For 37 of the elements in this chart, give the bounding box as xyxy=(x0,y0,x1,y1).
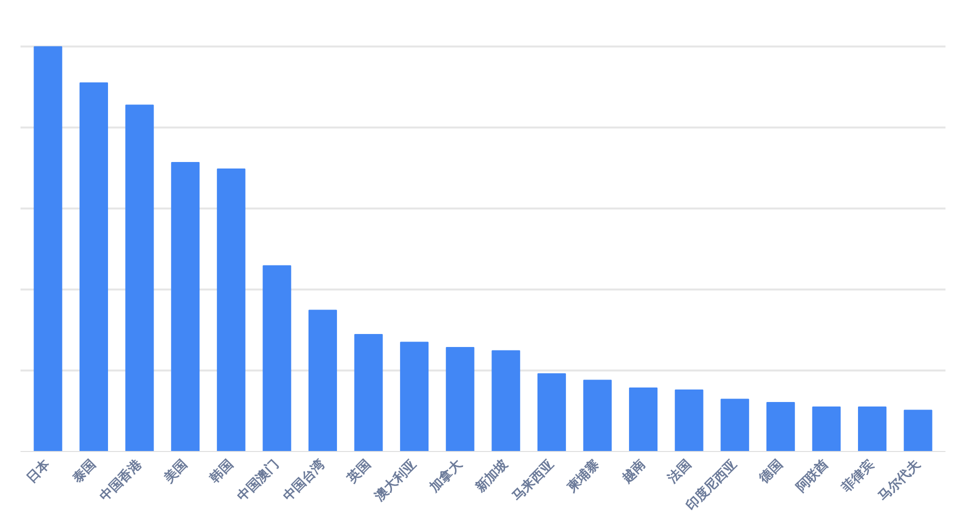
x-tick-label: 柬埔寨 xyxy=(563,456,603,496)
x-tick-label: 法国 xyxy=(664,457,694,487)
bar xyxy=(537,373,566,452)
x-tick-label: 韩国 xyxy=(206,457,236,487)
x-tick-label: 泰国 xyxy=(69,457,100,487)
x-tick-label: 新加坡 xyxy=(472,456,512,496)
bar xyxy=(812,406,841,452)
x-tick-label: 中国台湾 xyxy=(280,456,328,505)
bar xyxy=(674,389,704,452)
bar xyxy=(720,398,750,452)
bar xyxy=(125,104,154,452)
bar xyxy=(171,162,200,452)
bar xyxy=(904,410,932,452)
x-tick-label: 阿联酋 xyxy=(794,457,832,496)
bar xyxy=(629,387,658,452)
bar xyxy=(216,168,246,452)
x-tick-label: 德国 xyxy=(756,457,786,487)
x-tick-label: 加拿大 xyxy=(426,456,466,496)
bar xyxy=(262,265,292,452)
bar xyxy=(858,406,886,452)
x-tick-label: 中国澳门 xyxy=(234,456,282,505)
bar xyxy=(354,334,383,452)
bar xyxy=(400,342,429,452)
bar xyxy=(80,82,108,452)
bar xyxy=(492,350,520,452)
x-tick-label: 马来西亚 xyxy=(510,457,557,505)
x-tick-label: 中国香港 xyxy=(96,456,146,505)
bar xyxy=(583,380,612,452)
bar xyxy=(766,402,795,452)
x-tick-label: 菲律宾 xyxy=(838,456,878,496)
bar xyxy=(308,310,337,452)
bar xyxy=(34,46,62,452)
x-tick-label: 美国 xyxy=(160,456,191,487)
x-tick-label: 越南 xyxy=(618,457,649,487)
x-tick-label: 马尔代夫 xyxy=(876,456,924,505)
x-tick-label: 日本 xyxy=(24,456,54,486)
bar xyxy=(446,346,474,452)
